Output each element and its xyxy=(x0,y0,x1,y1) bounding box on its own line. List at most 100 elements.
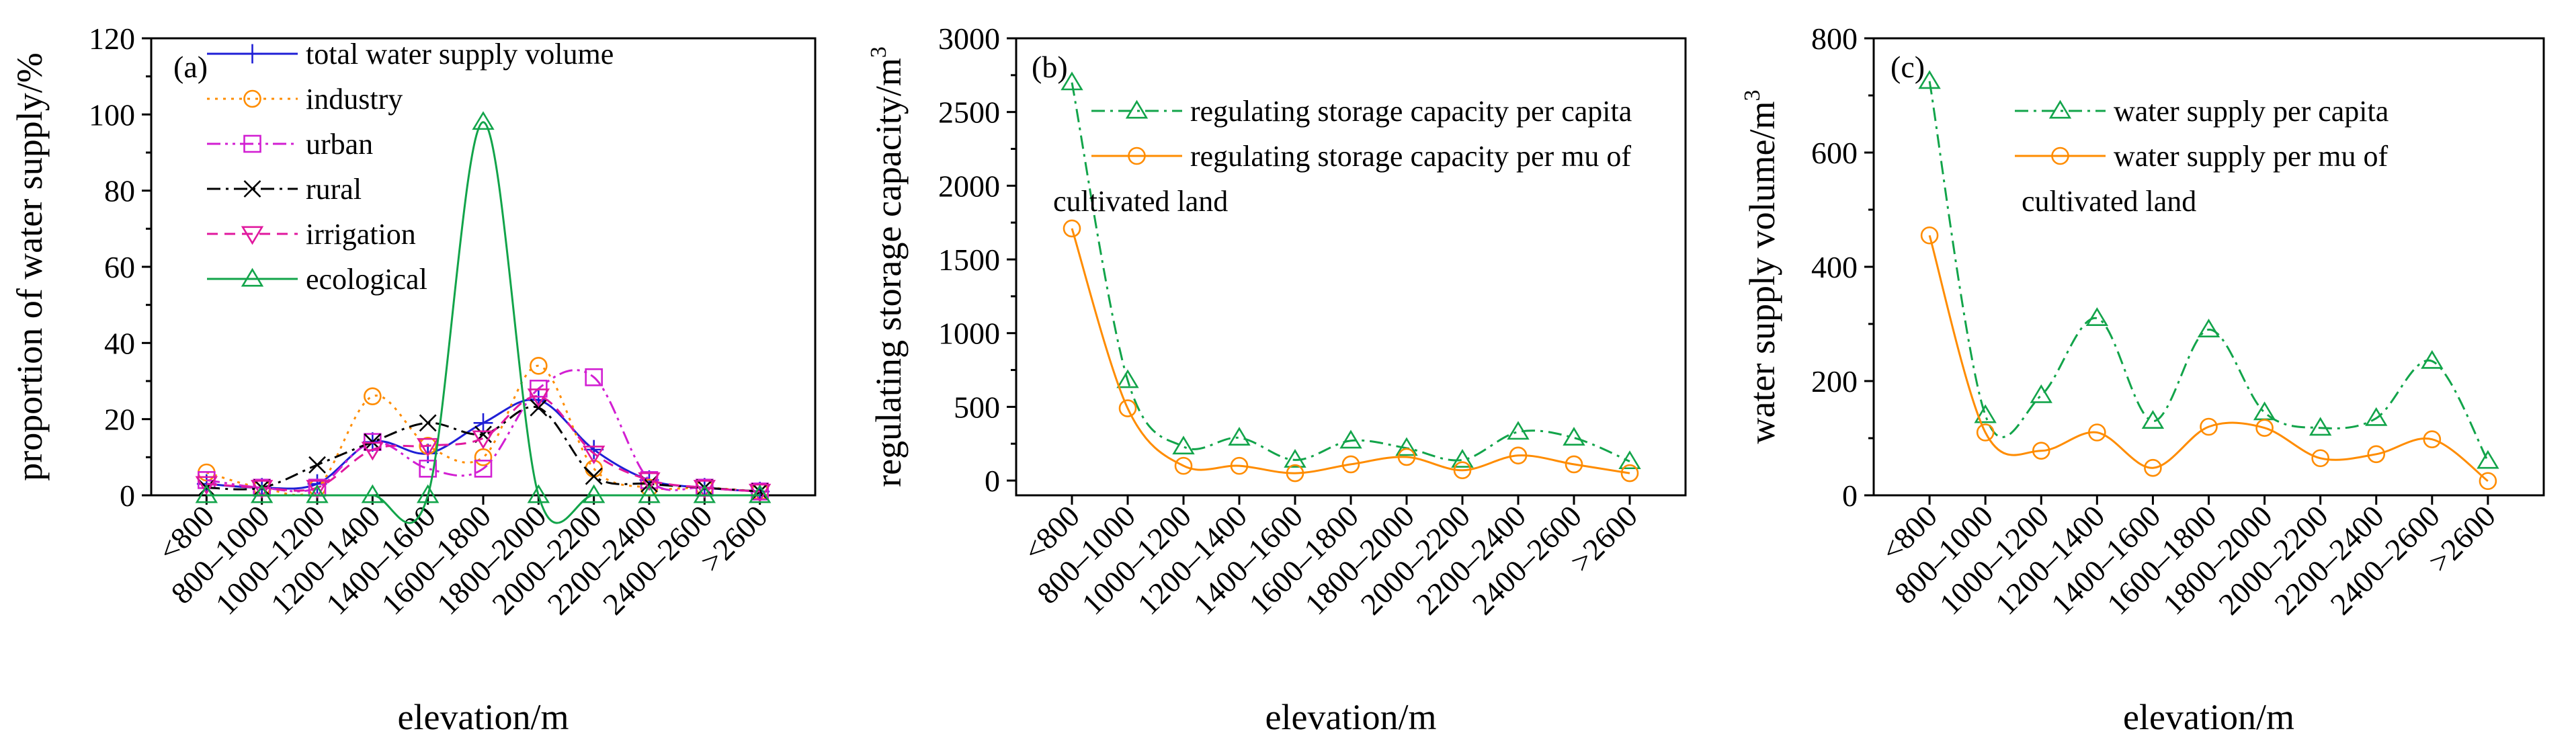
data-point xyxy=(527,484,550,503)
x-axis-title: elevation/m xyxy=(398,697,569,737)
data-point xyxy=(1565,455,1583,474)
legend-item: regulating storage capacity per mu of cul… xyxy=(1053,140,1631,218)
series-line xyxy=(1928,81,2489,462)
data-point xyxy=(1228,427,1251,446)
data-point xyxy=(306,484,329,503)
y-tick-label: 1500 xyxy=(938,243,1000,277)
data-point xyxy=(1174,456,1193,475)
legend-label-continued: cultivated land xyxy=(1053,185,1228,218)
data-point xyxy=(1507,421,1530,440)
data-point xyxy=(1976,423,1995,442)
series-regulating-storage-capacity-per-capita xyxy=(1061,71,1641,470)
data-point xyxy=(1974,404,1997,423)
data-point xyxy=(250,480,274,499)
x-axis-title: elevation/m xyxy=(2123,697,2294,737)
data-point xyxy=(250,484,274,503)
data-point xyxy=(419,414,437,432)
data-point xyxy=(585,368,603,386)
legend-label: ecological xyxy=(306,263,427,296)
data-point xyxy=(1620,464,1639,483)
data-point xyxy=(1061,71,1083,91)
legend-marker xyxy=(1125,99,1149,119)
series-line xyxy=(206,405,760,493)
data-point xyxy=(306,480,329,499)
data-point xyxy=(1920,226,1939,245)
y-axis-title-text: proportion of water supply/% xyxy=(9,52,50,481)
legend-label: total water supply volume xyxy=(306,38,614,71)
y-tick-label: 0 xyxy=(1842,479,1858,513)
data-point xyxy=(473,413,493,433)
legend-label: regulating storage capacity per capita xyxy=(1190,95,1632,128)
data-point xyxy=(2367,445,2386,464)
legend-item: irrigation xyxy=(207,218,416,251)
data-point xyxy=(1172,435,1195,455)
y-axis-title: regulating storage capacity/m3 xyxy=(866,46,909,487)
data-point xyxy=(472,430,495,450)
legend-item: water supply per capita xyxy=(2015,95,2388,128)
data-point xyxy=(1063,219,1081,238)
data-point xyxy=(474,448,493,466)
data-point xyxy=(2032,442,2050,460)
data-point xyxy=(585,467,603,485)
data-point xyxy=(530,357,548,375)
legend-label: irrigation xyxy=(306,218,416,251)
y-tick-label: 200 xyxy=(1811,364,1858,399)
data-point xyxy=(2085,307,2109,326)
data-point xyxy=(1918,70,1941,89)
data-point xyxy=(2421,349,2444,369)
series-ecological xyxy=(195,111,772,524)
data-point xyxy=(527,388,550,407)
y-tick-label: 60 xyxy=(104,250,135,284)
data-point xyxy=(195,476,218,495)
legend-label: regulating storage capacity per mu of xyxy=(1190,140,1631,173)
x-axis-title: elevation/m xyxy=(1265,697,1437,737)
panel-label: (c) xyxy=(1891,50,1925,84)
data-point xyxy=(2197,319,2220,337)
data-point xyxy=(638,484,661,503)
y-axis-title-text: water supply volume/m xyxy=(1742,101,1782,444)
data-point xyxy=(1284,449,1306,468)
y-tick-label: 400 xyxy=(1811,250,1858,284)
y-tick-label: 0 xyxy=(985,464,1000,498)
legend-marker xyxy=(241,226,264,245)
y-tick-label: 600 xyxy=(1811,136,1858,170)
data-point xyxy=(419,460,437,478)
data-point xyxy=(1509,446,1528,465)
data-point xyxy=(1118,399,1137,417)
data-point xyxy=(474,460,493,478)
legend-item: ecological xyxy=(207,263,427,296)
legend-label: water supply per mu of xyxy=(2114,140,2388,173)
legend-marker xyxy=(243,44,262,64)
data-point xyxy=(2088,423,2106,442)
legend-item: industry xyxy=(207,83,403,116)
y-axis-title: water supply volume/m3 xyxy=(1740,90,1782,444)
legend-marker xyxy=(243,180,261,198)
data-point xyxy=(693,484,716,503)
legend-label-continued: cultivated land xyxy=(2022,185,2196,218)
data-point xyxy=(1453,461,1472,480)
legend-marker xyxy=(243,89,261,108)
y-tick-label: 1000 xyxy=(938,317,1000,351)
data-point xyxy=(2141,410,2165,429)
chart-panel-b: 050010001500200025003000<800800–10001000… xyxy=(866,22,1687,737)
legend-label: industry xyxy=(306,83,403,116)
y-tick-label: 40 xyxy=(104,326,135,360)
series-water-supply-per-capita xyxy=(1918,70,2499,469)
data-point xyxy=(1341,455,1360,474)
data-point xyxy=(1395,437,1418,456)
data-point xyxy=(2200,417,2218,436)
data-point xyxy=(693,480,716,499)
data-point xyxy=(582,484,606,503)
y-axis-title-text: regulating storage capacity/m xyxy=(868,58,909,487)
legend-item: water supply per mu of cultivated land xyxy=(2015,140,2388,218)
data-point xyxy=(638,472,661,491)
data-point xyxy=(1286,464,1304,483)
legend-marker xyxy=(241,267,264,287)
panel-label: (a) xyxy=(173,50,208,84)
y-tick-label: 2000 xyxy=(938,169,1000,203)
data-point xyxy=(582,446,606,464)
y-tick-label: 2500 xyxy=(938,95,1000,130)
data-point xyxy=(416,484,440,503)
legend-marker xyxy=(2048,99,2072,119)
